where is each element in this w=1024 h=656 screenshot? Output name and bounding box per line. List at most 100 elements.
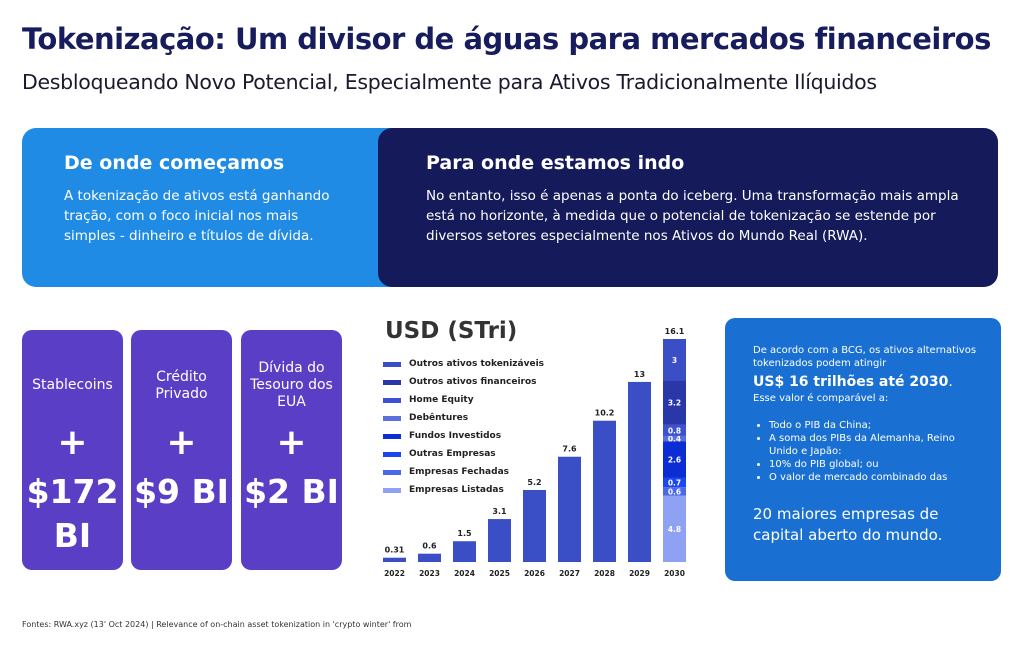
stack-segment	[663, 477, 686, 488]
page-title: Tokenização: Um divisor de águas para me…	[22, 22, 991, 56]
legend-swatch	[383, 397, 401, 403]
bar-2024	[453, 541, 476, 562]
info-period: .	[948, 374, 953, 390]
legend-swatch	[383, 379, 401, 385]
page-subtitle: Desbloqueando Novo Potencial, Especialme…	[22, 70, 877, 94]
legend-label: Home Equity	[409, 395, 474, 405]
info-intro: De acordo com a BCG, os ativos alternati…	[753, 345, 977, 369]
legend-label: Outras Empresas	[409, 449, 496, 459]
x-tick-label: 2029	[629, 569, 650, 578]
stack-segment	[663, 487, 686, 496]
segment-label: 0.6	[668, 487, 681, 496]
info-bullet: A soma dos PIBs da Alemanha, Reino Unido…	[769, 432, 979, 458]
x-tick-label: 2024	[454, 569, 475, 578]
stack-segment	[663, 424, 686, 436]
info-highlight-text: US$ 16 trilhões até 2030	[753, 374, 949, 390]
x-tick-label: 2022	[384, 569, 405, 578]
legend-swatch	[383, 361, 401, 367]
segment-label: 0.8	[668, 426, 681, 435]
us-treasury-card: Dívida do Tesouro dos EUA + $2 BI	[241, 330, 342, 570]
info-compare: Esse valor é comparável a:	[753, 393, 889, 404]
panel-text: No entanto, isso é apenas a ponta do ice…	[426, 188, 959, 244]
legend-item: Home Equity	[383, 395, 474, 405]
bar-2029	[628, 381, 651, 562]
card-label: Crédito Privado	[155, 368, 208, 402]
value-label: 0.31	[385, 546, 405, 555]
value-label: 5.2	[527, 478, 541, 487]
segment-label: 2.6	[668, 456, 681, 465]
x-tick-label: 2028	[594, 569, 615, 578]
stack-segment	[663, 435, 686, 442]
legend-item: Debêntures	[383, 413, 468, 423]
legend-item: Outras Empresas	[383, 449, 496, 459]
plus-icon: +	[276, 422, 307, 463]
legend-item: Fundos Investidos	[383, 431, 501, 441]
info-highlight: US$ 16 trilhões até 2030.	[753, 374, 953, 390]
card-label: Dívida do Tesouro dos EUA	[250, 360, 333, 410]
card-amount: $2 BI	[244, 472, 339, 511]
legend-swatch	[383, 487, 401, 493]
value-label: 7.6	[562, 445, 577, 454]
stack-segment	[663, 339, 686, 381]
stack-segment	[663, 380, 686, 425]
legend-swatch	[383, 469, 401, 475]
bar-2025	[488, 519, 511, 562]
legend-label: Outros ativos tokenizáveis	[409, 359, 545, 369]
bar-2027	[558, 456, 581, 562]
info-bullets: Todo o PIB da China; A soma dos PIBs da …	[769, 419, 979, 484]
x-tick-label: 2026	[524, 569, 545, 578]
panel-text: A tokenização de ativos está ganhando tr…	[64, 188, 330, 244]
value-label: 0.6	[422, 542, 437, 551]
private-credit-card: Crédito Privado + $9 BI	[131, 330, 232, 570]
segment-label: 3.2	[668, 399, 681, 408]
plus-icon: +	[166, 422, 197, 463]
segment-label: 0.7	[668, 478, 681, 487]
stack-segment	[663, 441, 686, 478]
x-tick-label: 2027	[559, 569, 580, 578]
legend-label: Outros ativos financeiros	[409, 377, 537, 387]
sources-footer: Fontes: RWA.xyz (13' Oct 2024) | Relevan…	[22, 620, 412, 629]
bcg-info-box: De acordo com a BCG, os ativos alternati…	[725, 318, 1001, 581]
card-amount: $9 BI	[134, 472, 229, 511]
segment-label: 3	[672, 356, 677, 365]
legend-item: Empresas Listadas	[383, 485, 504, 495]
value-label: 3.1	[492, 507, 507, 516]
x-tick-label: 2030	[664, 569, 685, 578]
info-bullet: 10% do PIB global; ou	[769, 458, 979, 471]
chart-title: USD (STri)	[385, 318, 518, 344]
value-label: 1.5	[457, 529, 472, 538]
bar-2023	[418, 553, 441, 562]
value-label: 10.2	[595, 409, 615, 418]
legend-swatch	[383, 433, 401, 439]
legend-swatch	[383, 415, 401, 421]
card-label: Stablecoins	[32, 377, 113, 393]
bar-2026	[523, 489, 546, 562]
legend-swatch	[383, 451, 401, 457]
x-tick-label: 2025	[489, 569, 510, 578]
legend-label: Empresas Listadas	[409, 485, 504, 495]
info-bullet: Todo o PIB da China;	[769, 419, 979, 432]
card-amount: $172 BI	[26, 472, 119, 555]
legend-item: Outros ativos financeiros	[383, 377, 537, 387]
value-label: 13	[634, 370, 645, 379]
legend-label: Fundos Investidos	[409, 431, 502, 441]
value-label: 16.1	[665, 327, 685, 336]
stack-segment	[663, 495, 686, 562]
x-tick-label: 2023	[419, 569, 440, 578]
bar-2022	[383, 557, 406, 562]
plus-icon: +	[57, 422, 88, 463]
where-we-are-going-panel: Para onde estamos indo No entanto, isso …	[378, 128, 998, 287]
segment-label: 0.4	[668, 435, 681, 444]
info-closing: 20 maiores empresas de capital aberto do…	[753, 505, 943, 544]
where-we-started-panel: De onde começamos A tokenização de ativo…	[22, 128, 422, 287]
stablecoins-card: Stablecoins + $172 BI	[22, 330, 123, 570]
legend-item: Empresas Fechadas	[383, 467, 509, 477]
legend-label: Debêntures	[409, 413, 469, 423]
segment-label: 4.8	[668, 525, 681, 534]
panel-heading: Para onde estamos indo	[426, 152, 685, 174]
info-bullet: O valor de mercado combinado das	[769, 471, 979, 484]
panel-heading: De onde começamos	[64, 152, 285, 174]
legend-item: Outros ativos tokenizáveis	[383, 359, 544, 369]
legend-label: Empresas Fechadas	[409, 467, 510, 477]
